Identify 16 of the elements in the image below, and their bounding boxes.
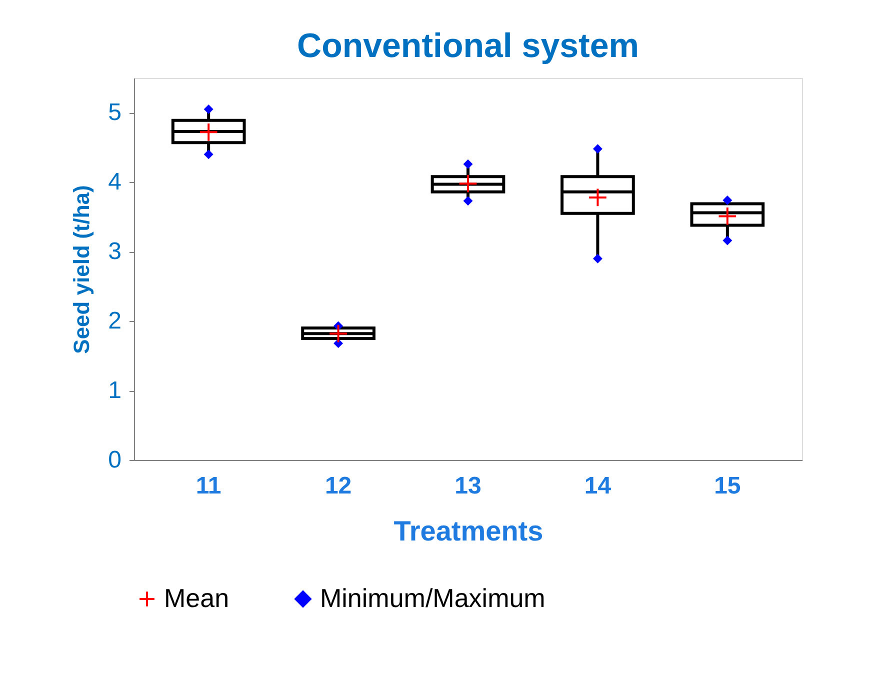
chart-title: Conventional system xyxy=(297,27,639,65)
y-tick-label: 1 xyxy=(108,377,122,404)
y-tick-label: 4 xyxy=(108,168,122,196)
y-tick-label: 2 xyxy=(108,308,122,335)
y-tick-label: 5 xyxy=(108,99,122,126)
y-tick-label: 3 xyxy=(108,238,122,266)
x-tick-label: 11 xyxy=(196,472,222,500)
y-tick-label: 0 xyxy=(108,446,122,474)
x-axis-title: Treatments xyxy=(394,516,544,546)
legend-label: Mean xyxy=(164,583,230,613)
y-axis-title: Seed yield (t/ha) xyxy=(69,185,94,354)
x-tick-label: 12 xyxy=(324,472,352,500)
legend-label: Minimum/Maximum xyxy=(320,583,546,613)
x-tick-label: 15 xyxy=(714,472,741,500)
x-tick-label: 13 xyxy=(454,472,482,500)
x-tick-label: 14 xyxy=(584,472,612,500)
